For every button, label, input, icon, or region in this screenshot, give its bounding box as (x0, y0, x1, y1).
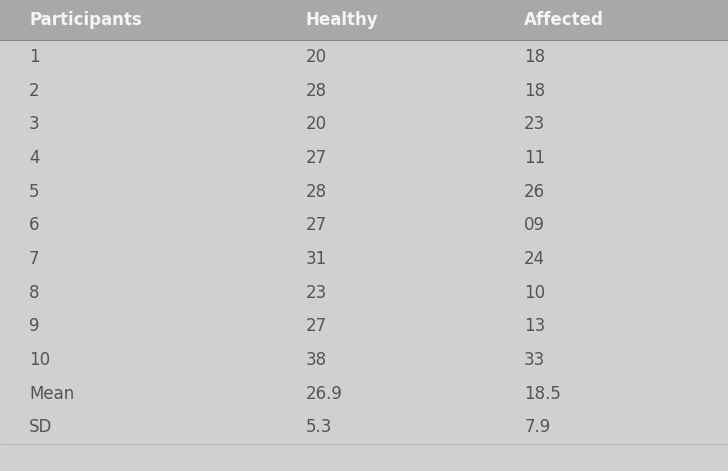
Text: 27: 27 (306, 216, 327, 234)
Text: 9: 9 (29, 317, 39, 335)
Text: 27: 27 (306, 149, 327, 167)
Bar (0, 242, 728, 276)
Bar (0, 107, 728, 141)
Text: Mean: Mean (29, 385, 74, 403)
Text: 7.9: 7.9 (524, 418, 550, 436)
Text: 20: 20 (306, 48, 327, 66)
Text: Affected: Affected (524, 11, 604, 29)
Text: 23: 23 (524, 115, 545, 133)
Text: 18: 18 (524, 48, 545, 66)
Text: 09: 09 (524, 216, 545, 234)
Bar (0, 343, 728, 377)
Bar (0, 40, 728, 73)
Text: 11: 11 (524, 149, 545, 167)
Text: 13: 13 (524, 317, 545, 335)
Text: 6: 6 (29, 216, 39, 234)
Text: 20: 20 (306, 115, 327, 133)
Bar (0, 73, 728, 107)
Text: 5.3: 5.3 (306, 418, 332, 436)
Text: SD: SD (29, 418, 52, 436)
Bar (0, 0, 728, 40)
Text: 23: 23 (306, 284, 327, 301)
Text: 1: 1 (29, 48, 40, 66)
Text: 10: 10 (29, 351, 50, 369)
Bar (0, 410, 728, 444)
Text: Healthy: Healthy (306, 11, 379, 29)
Text: 26.9: 26.9 (306, 385, 343, 403)
Text: Participants: Participants (29, 11, 142, 29)
Text: 31: 31 (306, 250, 327, 268)
Text: 18: 18 (524, 81, 545, 99)
Text: 4: 4 (29, 149, 39, 167)
Text: 24: 24 (524, 250, 545, 268)
Text: 8: 8 (29, 284, 39, 301)
Bar (0, 208, 728, 242)
Text: 5: 5 (29, 183, 39, 201)
Text: 38: 38 (306, 351, 327, 369)
Text: 10: 10 (524, 284, 545, 301)
Text: 7: 7 (29, 250, 39, 268)
Text: 26: 26 (524, 183, 545, 201)
Bar (0, 175, 728, 208)
Text: 33: 33 (524, 351, 545, 369)
Text: 28: 28 (306, 183, 327, 201)
Bar (0, 377, 728, 410)
Text: 18.5: 18.5 (524, 385, 561, 403)
Text: 3: 3 (29, 115, 40, 133)
Text: 27: 27 (306, 317, 327, 335)
Bar (0, 141, 728, 175)
Bar (0, 276, 728, 309)
Bar (0, 309, 728, 343)
Text: 2: 2 (29, 81, 40, 99)
Text: 28: 28 (306, 81, 327, 99)
